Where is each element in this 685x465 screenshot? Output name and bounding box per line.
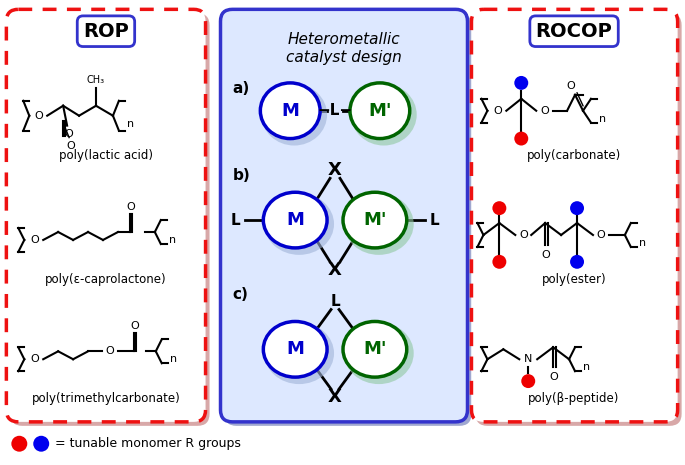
Ellipse shape (343, 192, 407, 248)
Text: poly(β-peptide): poly(β-peptide) (528, 392, 620, 405)
Text: O: O (519, 230, 527, 240)
Text: O: O (566, 81, 575, 91)
Circle shape (570, 201, 584, 215)
Text: O: O (597, 230, 606, 240)
Ellipse shape (343, 321, 407, 377)
Circle shape (12, 436, 27, 452)
Text: Heterometallic: Heterometallic (288, 32, 400, 46)
Ellipse shape (264, 322, 334, 384)
Text: L: L (429, 213, 440, 227)
Text: poly(ester): poly(ester) (542, 273, 606, 286)
Text: O: O (540, 106, 549, 116)
Text: n: n (599, 113, 606, 124)
Text: O: O (127, 202, 135, 212)
Ellipse shape (344, 193, 414, 255)
Ellipse shape (351, 84, 416, 146)
Text: = tunable monomer R groups: = tunable monomer R groups (51, 437, 241, 450)
Text: O: O (105, 346, 114, 356)
Ellipse shape (344, 322, 414, 384)
Text: O: O (30, 235, 38, 245)
Text: O: O (542, 250, 551, 260)
Text: poly(carbonate): poly(carbonate) (527, 149, 621, 162)
FancyBboxPatch shape (10, 13, 210, 426)
FancyBboxPatch shape (6, 9, 205, 422)
Text: b): b) (232, 168, 250, 183)
Text: n: n (639, 238, 647, 248)
Ellipse shape (263, 321, 327, 377)
Text: poly(lactic acid): poly(lactic acid) (59, 149, 153, 162)
Ellipse shape (260, 83, 320, 139)
Text: poly(ε-caprolactone): poly(ε-caprolactone) (45, 273, 166, 286)
Text: M: M (282, 102, 299, 120)
Text: X: X (328, 388, 342, 406)
Text: n: n (169, 235, 176, 245)
Circle shape (521, 374, 535, 388)
Ellipse shape (350, 83, 410, 139)
Text: X: X (328, 261, 342, 279)
FancyBboxPatch shape (225, 13, 471, 426)
Text: X: X (328, 161, 342, 179)
Text: O: O (550, 372, 558, 382)
Text: O: O (493, 106, 501, 116)
Text: O: O (131, 321, 139, 332)
FancyBboxPatch shape (221, 9, 467, 422)
Ellipse shape (262, 84, 327, 146)
Text: O: O (66, 140, 75, 151)
Text: catalyst design: catalyst design (286, 50, 402, 65)
Text: poly(trimethylcarbonate): poly(trimethylcarbonate) (32, 392, 180, 405)
FancyBboxPatch shape (471, 9, 677, 422)
Circle shape (514, 76, 528, 90)
Text: O: O (65, 129, 73, 139)
Text: ROP: ROP (83, 22, 129, 41)
Text: n: n (127, 119, 134, 129)
FancyBboxPatch shape (475, 13, 682, 426)
Circle shape (493, 201, 506, 215)
Text: n: n (170, 354, 177, 364)
Text: n: n (584, 362, 590, 372)
Text: c): c) (232, 287, 249, 302)
Text: a): a) (232, 81, 250, 96)
Text: M: M (286, 211, 304, 229)
Circle shape (514, 132, 528, 146)
Text: M': M' (363, 340, 386, 359)
Text: O: O (35, 111, 44, 121)
Text: L: L (231, 213, 240, 227)
Text: M: M (286, 340, 304, 359)
Ellipse shape (263, 192, 327, 248)
Text: ROCOP: ROCOP (536, 22, 612, 41)
Text: CH₃: CH₃ (87, 75, 105, 85)
Text: O: O (30, 354, 38, 364)
Text: M': M' (363, 211, 386, 229)
Text: M': M' (368, 102, 392, 120)
Circle shape (34, 436, 49, 452)
Circle shape (493, 255, 506, 269)
Text: L: L (330, 294, 340, 309)
Circle shape (570, 255, 584, 269)
Ellipse shape (264, 193, 334, 255)
Text: −L−: −L− (317, 103, 353, 118)
Text: N: N (524, 354, 532, 364)
